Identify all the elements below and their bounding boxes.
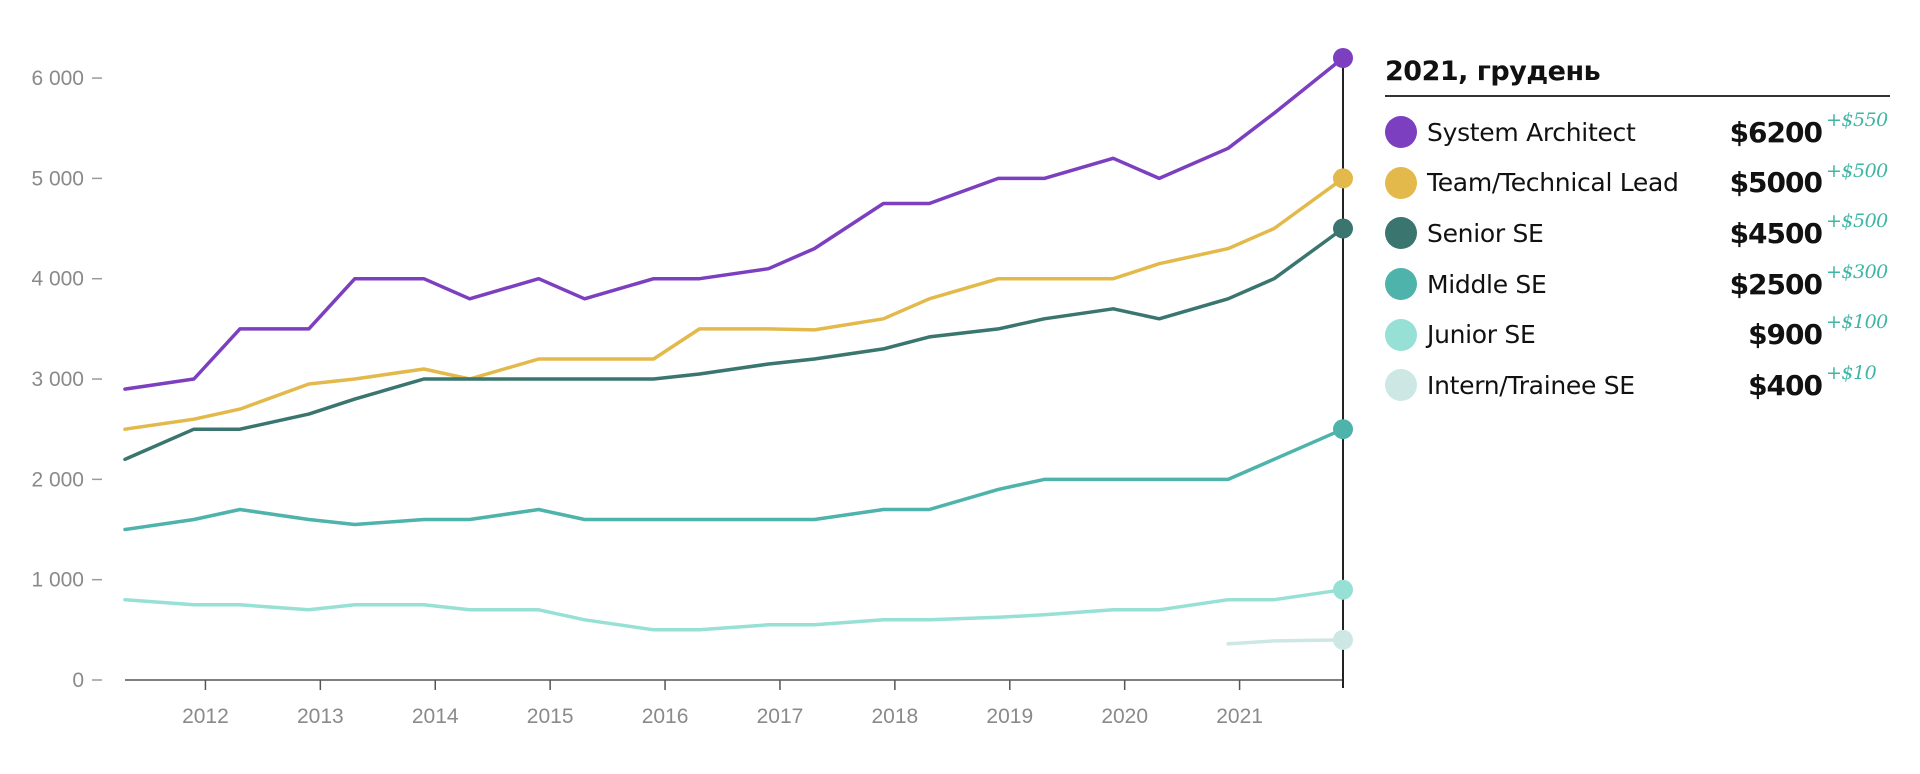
legend-item-delta: +$550 [1826,109,1888,131]
legend-item-name: Middle SE [1427,269,1547,299]
legend-item-name: Team/Technical Lead [1427,168,1679,198]
legend-item-senior-se[interactable]: Senior SE $4500 +$500 [1385,208,1890,259]
legend-swatch [1385,268,1417,301]
legend-swatch [1385,166,1417,199]
x-tick-label: 2014 [412,705,459,728]
y-axis: 0 1 000 2 000 3 000 4 000 5 000 6 000 [31,67,102,692]
legend-item-value: $900 [1748,318,1823,352]
y-tick-label: 2 000 [31,468,84,491]
legend-rows: System Architect $6200 +$550 Team/Techni… [1385,107,1890,411]
x-axis: 2012 2013 2014 2015 2016 2017 2018 2019 2020 2021 [125,679,1343,728]
legend-item-delta: +$300 [1826,260,1888,283]
legend-item-value: $400 [1748,368,1823,402]
x-tick-label: 2012 [182,705,229,728]
y-tick-label: 3 000 [31,368,84,391]
legend-swatch [1385,318,1417,351]
end-marker-system-architect[interactable] [1333,48,1353,68]
legend-item-name: Intern/Trainee SE [1427,370,1635,400]
end-marker-junior-se[interactable] [1333,579,1353,600]
series-line-team-technical-lead[interactable] [123,176,1345,431]
legend-item-junior-se[interactable]: Junior SE $900 +$100 [1385,309,1890,360]
legend-swatch [1385,369,1417,402]
series-lines [123,56,1345,646]
end-marker-senior-se[interactable] [1333,218,1353,239]
end-marker-intern-trainee-se[interactable] [1333,629,1353,650]
y-tick-label: 6 000 [31,67,84,90]
legend-item-team-technical-lead[interactable]: Team/Technical Lead $5000 +$500 [1385,158,1890,209]
x-tick-label: 2013 [297,705,344,728]
legend-item-value: $5000 [1729,166,1823,200]
series-line-middle-se[interactable] [123,427,1345,532]
y-tick-label: 5 000 [31,167,84,190]
x-tick-label: 2020 [1101,705,1148,728]
x-tick-label: 2018 [872,705,919,728]
x-tick-label: 2021 [1216,705,1263,728]
x-tick-label: 2016 [642,705,689,728]
series-line-system-architect[interactable] [123,56,1345,391]
end-markers [1333,48,1353,650]
series-line-intern-trainee-se[interactable] [1226,638,1345,646]
legend-item-name: System Architect [1427,117,1636,147]
legend-panel: 2021, грудень System Architect $6200 +$5… [1385,56,1890,411]
legend-title: 2021, грудень [1385,56,1890,97]
legend-item-name: Junior SE [1427,320,1536,350]
legend-item-delta: +$500 [1826,210,1888,233]
end-marker-middle-se[interactable] [1333,419,1353,440]
legend-item-middle-se[interactable]: Middle SE $2500 +$300 [1385,259,1890,310]
legend-swatch [1385,116,1417,149]
legend-item-value: $6200 [1729,115,1823,149]
legend-item-intern-trainee-se[interactable]: Intern/Trainee SE $400 +$10 [1385,360,1890,411]
legend-item-name: Senior SE [1427,218,1544,248]
series-line-senior-se[interactable] [123,226,1345,462]
y-tick-label: 4 000 [31,268,84,291]
legend-item-delta: +$100 [1826,311,1888,334]
legend-item-delta: +$10 [1826,361,1877,384]
end-marker-team-technical-lead[interactable] [1333,168,1353,189]
x-tick-label: 2019 [986,705,1033,728]
x-tick-label: 2015 [527,705,574,728]
legend-item-delta: +$500 [1826,159,1888,182]
legend-item-value: $2500 [1729,267,1823,301]
y-tick-label: 1 000 [31,569,84,592]
legend-swatch [1385,217,1417,250]
y-tick-label: 0 [72,669,84,692]
legend-item-value: $4500 [1729,216,1823,250]
legend-item-system-architect[interactable]: System Architect $6200 +$550 [1385,107,1890,158]
x-tick-label: 2017 [757,705,804,728]
series-line-junior-se[interactable] [123,587,1345,632]
